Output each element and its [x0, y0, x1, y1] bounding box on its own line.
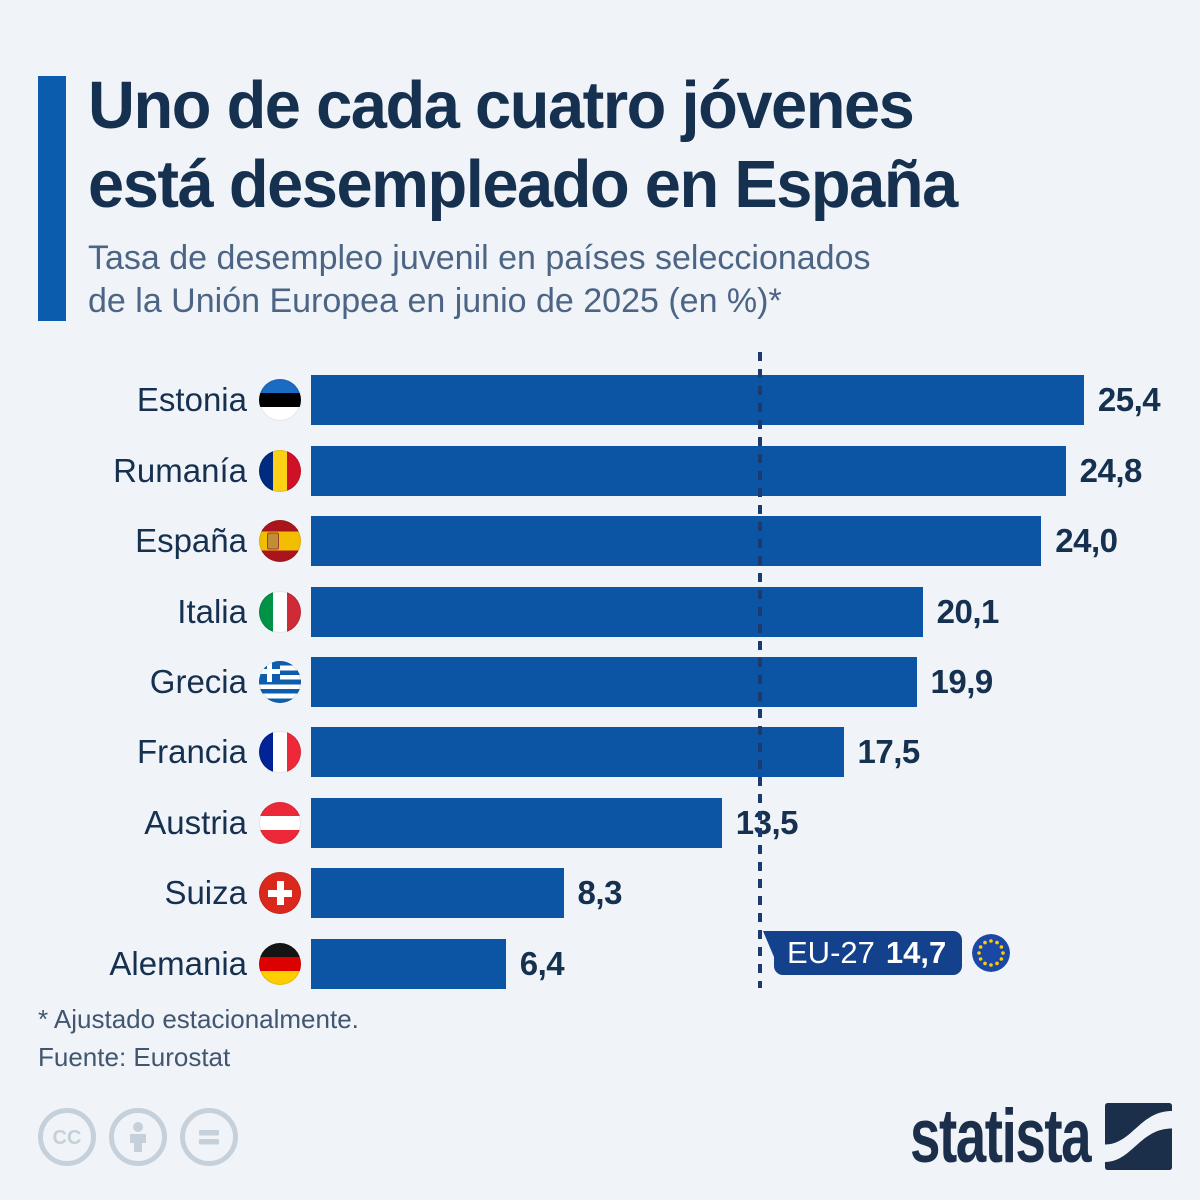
bar-rows: Estonia 25,4 Rumanía 24,8 España 24,0 It… — [0, 365, 1200, 999]
row-label: Austria — [0, 801, 311, 844]
row-label: Estonia — [0, 379, 311, 422]
estonia-flag-icon — [259, 379, 301, 422]
country-label: Grecia — [149, 662, 247, 700]
attribution-person-icon[interactable] — [109, 1108, 167, 1166]
bar — [311, 375, 1084, 426]
bar-track: 17,5 — [311, 727, 1163, 778]
row-label: España — [0, 520, 311, 563]
eu-average-badge: EU-27 14,7 — [762, 931, 963, 975]
cc-icon[interactable]: CC — [38, 1108, 96, 1166]
eu-flag-icon — [972, 934, 1010, 972]
bar — [311, 516, 1042, 567]
country-label: Estonia — [136, 381, 247, 419]
statista-logo-mark-icon — [1105, 1103, 1172, 1170]
value-label: 8,3 — [577, 874, 623, 912]
bar — [311, 656, 917, 707]
alemania-flag-icon — [259, 942, 301, 985]
bar-row: Estonia 25,4 — [0, 365, 1200, 435]
row-label: Italia — [0, 590, 311, 633]
source: Fuente: Eurostat — [38, 1042, 231, 1072]
bar-track: 20,1 — [311, 586, 1163, 637]
title-accent-bar — [38, 76, 66, 321]
value-label: 13,5 — [735, 803, 799, 841]
country-label: Italia — [177, 592, 247, 630]
bar-track: 25,4 — [311, 375, 1163, 426]
bar — [311, 727, 844, 778]
bar-track: 6,4 — [311, 938, 1163, 989]
row-label: Francia — [0, 731, 311, 774]
country-label: Austria — [144, 803, 247, 841]
bar — [311, 938, 506, 989]
bar-track: 24,8 — [311, 445, 1163, 496]
value-label: 25,4 — [1097, 381, 1161, 419]
chart-subtitle-line1: Tasa de desempleo juvenil en países sele… — [88, 239, 871, 277]
value-label: 24,8 — [1079, 451, 1143, 489]
austria-flag-icon — [259, 801, 301, 844]
value-label: 19,9 — [930, 662, 994, 700]
bar — [311, 868, 564, 919]
bar-track: 19,9 — [311, 656, 1163, 707]
chart-title: Uno de cada cuatro jóvenes está desemple… — [88, 66, 958, 224]
row-label: Grecia — [0, 660, 311, 703]
bar-row: España 24,0 — [0, 506, 1200, 576]
suiza-flag-icon — [259, 872, 301, 915]
francia-flag-icon — [259, 731, 301, 774]
country-label: Suiza — [164, 874, 247, 912]
grecia-flag-icon — [259, 660, 301, 703]
bar-row: Austria 13,5 — [0, 788, 1200, 858]
statista-logo[interactable]: statista — [840, 1094, 1172, 1179]
rumania-flag-icon — [259, 449, 301, 492]
value-label: 6,4 — [519, 944, 565, 982]
value-label: 20,1 — [936, 592, 1000, 630]
chart-title-line2: está desempleado en España — [88, 147, 958, 222]
value-label: 24,0 — [1055, 522, 1118, 560]
chart-subtitle: Tasa de desempleo juvenil en países sele… — [88, 237, 871, 323]
bar-track: 13,5 — [311, 797, 1163, 848]
bar — [311, 586, 923, 637]
country-label: Alemania — [109, 944, 247, 982]
equals-icon[interactable] — [180, 1108, 238, 1166]
country-label: Francia — [136, 733, 247, 771]
footnote: * Ajustado estacionalmente. — [38, 1004, 359, 1034]
license-icons: CC — [38, 1108, 238, 1166]
bar-row: Suiza 8,3 — [0, 858, 1200, 928]
italia-flag-icon — [259, 590, 301, 633]
bar-row: Francia 17,5 — [0, 717, 1200, 787]
bar-row: Rumanía 24,8 — [0, 435, 1200, 505]
bar-row: Alemania 6,4 — [0, 929, 1200, 999]
row-label: Rumanía — [0, 449, 311, 492]
value-label: 17,5 — [857, 733, 921, 771]
bar-track: 8,3 — [311, 868, 1163, 919]
bar-row: Italia 20,1 — [0, 576, 1200, 646]
country-label: España — [135, 522, 247, 560]
statista-wordmark: statista — [909, 1094, 1092, 1179]
row-label: Suiza — [0, 872, 311, 915]
bar-track: 24,0 — [311, 516, 1163, 567]
chart-subtitle-line2: de la Unión Europea en junio de 2025 (en… — [88, 282, 782, 320]
bar-row: Grecia 19,9 — [0, 647, 1200, 717]
row-label: Alemania — [0, 942, 311, 985]
chart-title-line1: Uno de cada cuatro jóvenes — [88, 68, 915, 143]
country-label: Rumanía — [113, 451, 247, 489]
eu-badge-label: EU-27 — [787, 935, 875, 970]
footnotes: * Ajustado estacionalmente. Fuente: Euro… — [38, 1000, 359, 1076]
espana-flag-icon — [259, 520, 301, 563]
bar — [311, 445, 1066, 496]
bar-chart: Estonia 25,4 Rumanía 24,8 España 24,0 It… — [0, 352, 1200, 1005]
bar — [311, 797, 722, 848]
eu-average-reference-line — [758, 352, 762, 988]
eu-badge-value: 14,7 — [885, 935, 947, 970]
svg-text:CC: CC — [53, 1127, 82, 1149]
